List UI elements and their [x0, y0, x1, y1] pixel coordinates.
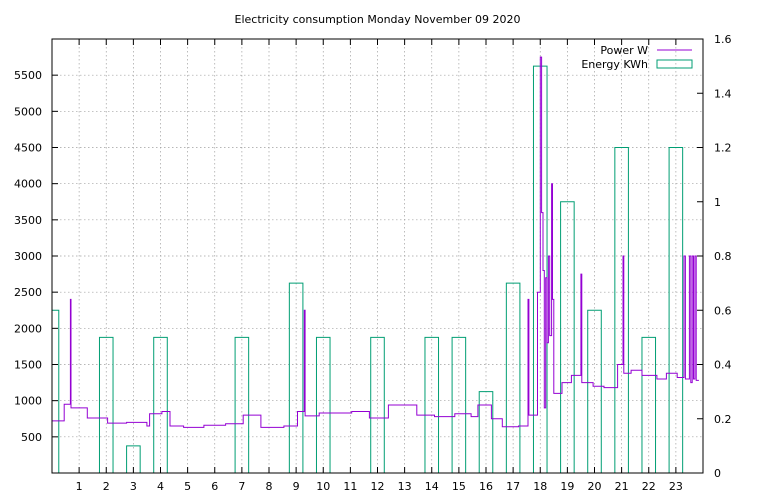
y2-tick-label: 1 — [714, 196, 721, 209]
y-tick-label: 1500 — [14, 359, 42, 372]
y2-tick-label: 1.4 — [714, 87, 732, 100]
y2-tick-label: 1.6 — [714, 33, 732, 46]
x-tick-label: 2 — [103, 480, 110, 493]
x-tick-label: 5 — [184, 480, 191, 493]
energy-bar — [315, 336, 331, 474]
energy-bar — [451, 336, 467, 474]
x-tick-label: 14 — [425, 480, 439, 493]
energy-bar — [370, 336, 385, 474]
y-tick-label: 3000 — [14, 250, 42, 263]
x-tick-label: 12 — [371, 480, 385, 493]
y2-tick-label: 1.2 — [714, 142, 732, 155]
y-tick-label: 2000 — [14, 322, 42, 335]
x-tick-label: 10 — [316, 480, 330, 493]
power-line — [52, 56, 699, 428]
x-tick-label: 15 — [452, 480, 466, 493]
x-tick-label: 4 — [157, 480, 164, 493]
chart-title: Electricity consumption Monday November … — [235, 13, 521, 26]
x-tick-label: 13 — [398, 480, 412, 493]
energy-bar — [98, 336, 114, 474]
x-tick-label: 8 — [266, 480, 273, 493]
x-tick-label: 3 — [130, 480, 137, 493]
y-tick-label: 5000 — [14, 105, 42, 118]
grid — [52, 39, 703, 473]
y-tick-label: 3500 — [14, 214, 42, 227]
energy-bar — [51, 309, 60, 474]
legend-energy-label: Energy KWh — [581, 58, 648, 71]
x-tick-label: 19 — [560, 480, 574, 493]
legend-power-label: Power W — [600, 44, 648, 57]
x-tick-label: 18 — [533, 480, 547, 493]
energy-bar — [424, 336, 440, 474]
y-tick-label: 500 — [21, 431, 42, 444]
x-tick-label: 21 — [615, 480, 629, 493]
power-series — [52, 56, 699, 428]
x-tick-label: 17 — [506, 480, 520, 493]
y2-tick-label: 0.8 — [714, 250, 732, 263]
x-tick-label: 20 — [588, 480, 602, 493]
y-tick-label: 2500 — [14, 286, 42, 299]
x-tick-label: 7 — [238, 480, 245, 493]
legend: Power W Energy KWh — [581, 44, 693, 71]
x-tick-label: 1 — [76, 480, 83, 493]
energy-bar — [641, 336, 657, 474]
x-tick-label: 11 — [343, 480, 357, 493]
y2-tick-label: 0 — [714, 467, 721, 480]
x-tick-label: 9 — [293, 480, 300, 493]
y2-tick-label: 0.6 — [714, 304, 732, 317]
x-tick-label: 23 — [669, 480, 683, 493]
x-tick-label: 16 — [479, 480, 493, 493]
y2-tick-label: 0.2 — [714, 413, 732, 426]
energy-bar — [153, 336, 168, 474]
y-tick-label: 5500 — [14, 69, 42, 82]
legend-energy-swatch — [656, 59, 693, 69]
energy-bar — [234, 336, 250, 474]
x-tick-label: 6 — [211, 480, 218, 493]
y2-tick-label: 0.4 — [714, 359, 732, 372]
y-tick-label: 4500 — [14, 142, 42, 155]
x-tick-label: 22 — [642, 480, 656, 493]
y-tick-label: 4000 — [14, 178, 42, 191]
ticks: 1 2 3 4 5 6 7 8 9 10 11 12 13 14 15 16 17 18 19 20 21 22 23500… — [14, 33, 732, 493]
y-tick-label: 1000 — [14, 395, 42, 408]
